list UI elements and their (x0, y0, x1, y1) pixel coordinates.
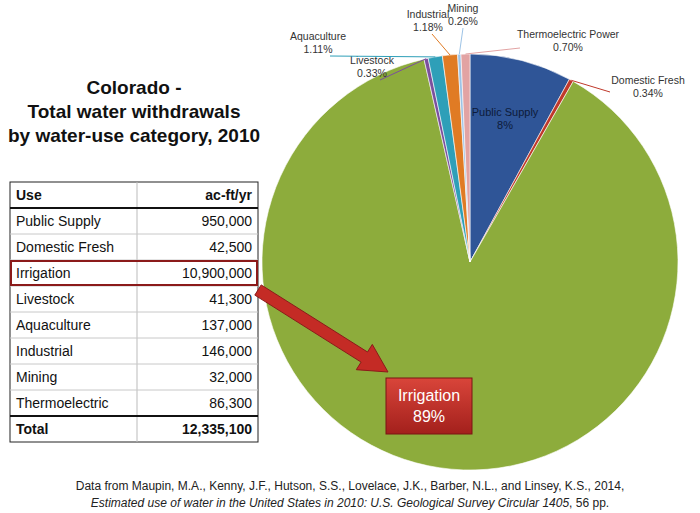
data-label: Aquaculture (290, 30, 346, 42)
title: by water-use category, 2010 (8, 125, 260, 146)
data-label: Irrigation (398, 387, 460, 404)
table-rule (10, 415, 258, 417)
table-rule (10, 338, 258, 339)
table-cell: Aquaculture (16, 317, 91, 333)
data-label: 89% (413, 408, 445, 425)
table-cell: Public Supply (16, 213, 101, 229)
data-label: 0.70% (553, 41, 583, 53)
data-label: Domestic Fresh (611, 74, 685, 86)
table-cell: 950,000 (201, 213, 252, 229)
data-label: 0.34% (633, 87, 663, 99)
table-cell: Industrial (16, 343, 73, 359)
table-rule (10, 364, 258, 365)
table-rule (10, 312, 258, 313)
table-header: Use (16, 187, 42, 203)
pie (262, 54, 678, 470)
data-label: Industrial (407, 8, 450, 20)
data-label: Thermoelectric Power (517, 28, 620, 40)
leader-line (459, 28, 463, 54)
table-frame (10, 182, 258, 442)
data-label: 1.18% (413, 21, 443, 33)
data-label: 8% (497, 119, 513, 131)
source: Estimated use of water in the United Sta… (91, 496, 609, 510)
data-labels: Public Supply8% Domestic Fresh0.34% Irriga… (290, 2, 685, 434)
data-label: Mining (448, 2, 479, 14)
data-label: 0.33% (357, 67, 387, 79)
leader-line (330, 56, 435, 58)
data-label: Public Supply (472, 106, 539, 118)
title: Total water withdrawals (28, 101, 241, 122)
table-cell: 86,300 (209, 395, 252, 411)
pie-slice (458, 54, 470, 262)
table-header: ac-ft/yr (205, 187, 252, 203)
chart: Colorado - Total water withdrawals by wate… (0, 0, 700, 513)
row-highlight (11, 261, 257, 285)
table-cell: Mining (16, 369, 57, 385)
source-citation: Estimated use of water in the United Sta… (91, 496, 570, 510)
table-cell: 32,000 (209, 369, 252, 385)
data-label: 0.26% (448, 15, 478, 27)
table-cell: 10,900,000 (182, 265, 252, 281)
table-cell: Irrigation (16, 265, 70, 281)
arrow (255, 285, 388, 372)
table-cell: 41,300 (209, 291, 252, 307)
title: Colorado - (87, 77, 182, 98)
table-rule (10, 234, 258, 235)
source: Data from Maupin, M.A., Kenny, J.F., Hut… (76, 479, 624, 493)
leader-line (571, 80, 610, 92)
leader-line (432, 34, 450, 55)
table-cell: Livestock (16, 291, 75, 307)
table-cell: 146,000 (201, 343, 252, 359)
table-cell: Domestic Fresh (16, 239, 114, 255)
table-cell: 42,500 (209, 239, 252, 255)
callout-box (386, 378, 472, 434)
table-cell: Total (16, 421, 48, 437)
pie-slice (442, 54, 470, 262)
table: Use ac-ft/yr Public Supply 950,000 Domestic … (10, 182, 258, 442)
table-rule (10, 390, 258, 391)
table-cell: 12,335,100 (182, 421, 252, 437)
table-cell: Thermoelectric (16, 395, 109, 411)
leader-line (466, 48, 521, 54)
data-label: 1.11% (304, 43, 333, 55)
table-rule (10, 207, 258, 209)
pie-slice (461, 54, 470, 262)
table-cell: 137,000 (201, 317, 252, 333)
source-pages: , 56 pp. (569, 496, 609, 510)
